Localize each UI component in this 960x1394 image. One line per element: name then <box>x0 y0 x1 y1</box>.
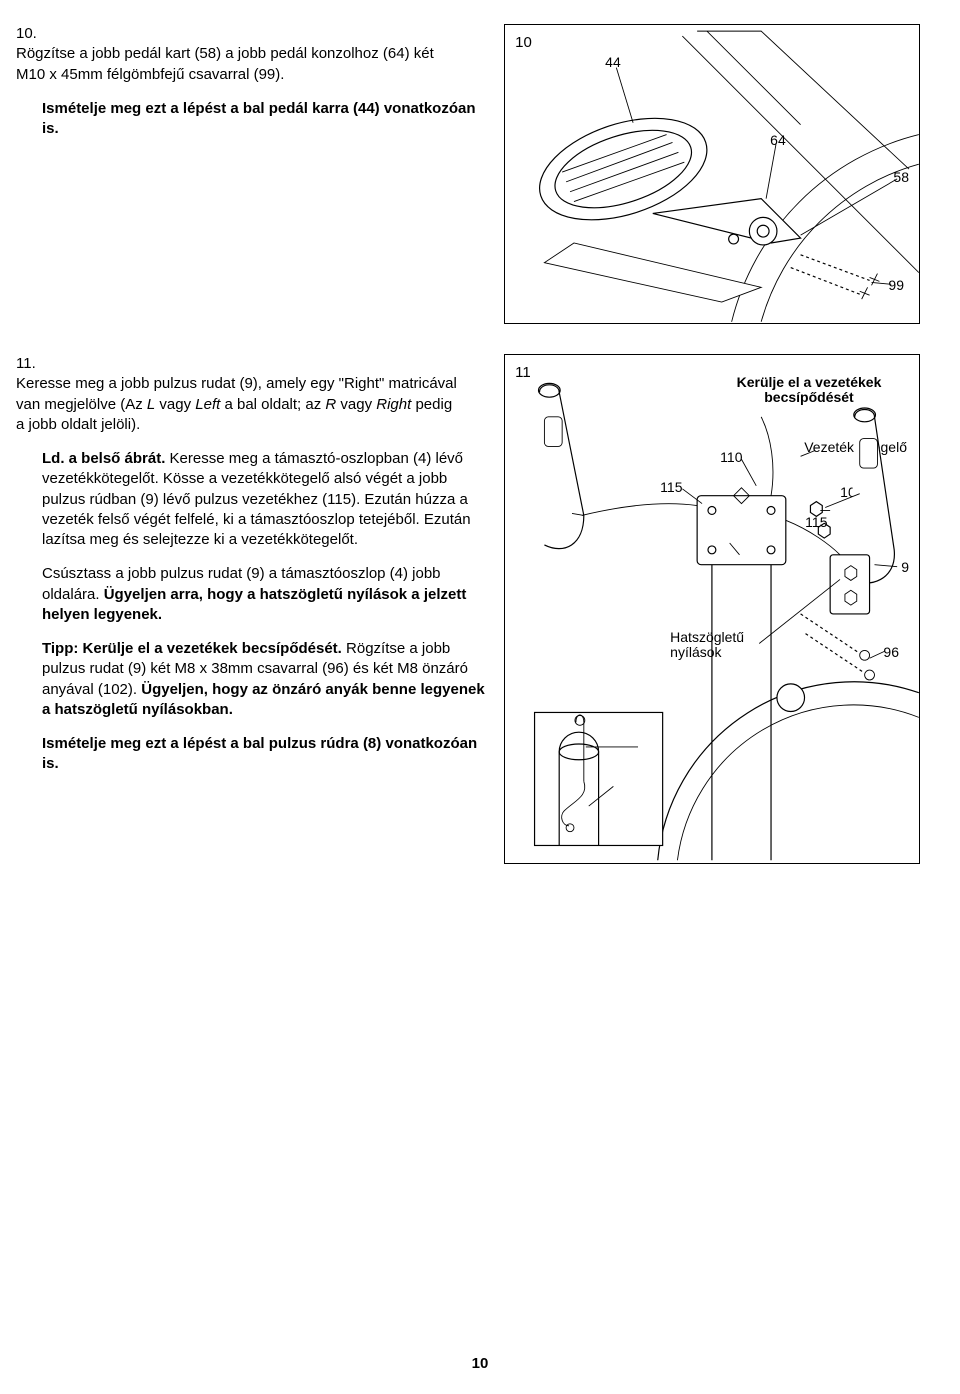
figure-11-svg <box>505 355 919 863</box>
figure-11-box: 11 Kerülje el a vezetékek becsípődését V… <box>504 354 920 864</box>
page-number: 10 <box>0 1354 960 1374</box>
step-11-figure: 11 Kerülje el a vezetékek becsípődését V… <box>504 354 920 864</box>
step-10-number: 10. <box>16 24 42 44</box>
step-10: 10. Rögzítse a jobb pedál kart (58) a jo… <box>16 24 920 324</box>
step-11-p1: Keresse meg a jobb pulzus rudat (9), ame… <box>16 374 460 435</box>
step-11-p2: Ld. a belső ábrát. Keresse meg a támaszt… <box>16 449 490 550</box>
step-11-p4: Tipp: Kerülje el a vezetékek becsípődésé… <box>16 639 490 720</box>
step-11-number: 11. <box>16 354 42 374</box>
step-10-figure: 10 44 64 58 99 <box>504 24 920 324</box>
figure-10-svg <box>505 25 919 323</box>
step-11-text: 11. Keresse meg a jobb pulzus rudat (9),… <box>16 354 504 864</box>
step-11-p3: Csúsztass a jobb pulzus rudat (9) a táma… <box>16 564 490 625</box>
figure-10-box: 10 44 64 58 99 <box>504 24 920 324</box>
step-11-p5: Ismételje meg ezt a lépést a bal pulzus … <box>16 734 490 775</box>
step-10-p1: Rögzítse a jobb pedál kart (58) a jobb p… <box>16 44 460 85</box>
step-11: 11. Keresse meg a jobb pulzus rudat (9),… <box>16 354 920 864</box>
step-10-text: 10. Rögzítse a jobb pedál kart (58) a jo… <box>16 24 504 324</box>
step-10-p2: Ismételje meg ezt a lépést a bal pedál k… <box>42 100 476 137</box>
